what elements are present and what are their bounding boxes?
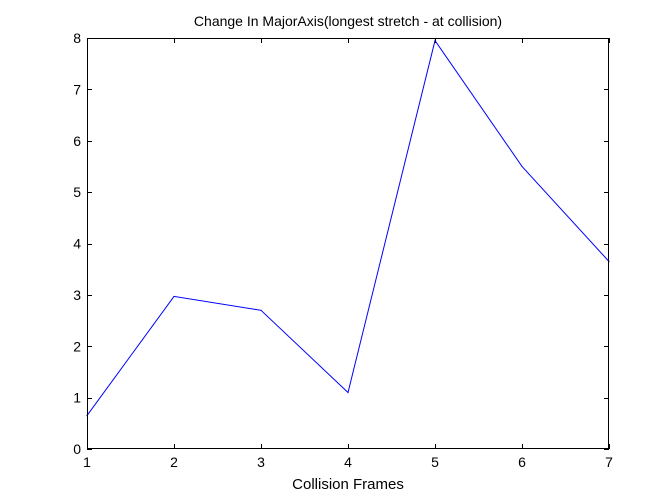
data-point	[347, 391, 349, 394]
y-tick-label: 2	[73, 338, 81, 354]
x-tick-label: 7	[605, 454, 613, 470]
y-tick-label: 8	[73, 30, 81, 46]
data-point	[521, 165, 523, 168]
y-tick-label: 6	[73, 133, 81, 149]
y-tick-label: 0	[73, 441, 81, 457]
x-tick-label: 1	[83, 454, 91, 470]
data-point	[260, 309, 262, 311]
plot-area	[87, 38, 609, 449]
data-point	[173, 295, 175, 298]
x-tick-label: 3	[257, 454, 265, 470]
x-tick-label: 4	[344, 454, 352, 470]
y-tick-label: 4	[73, 236, 81, 252]
chart-title: Change In MajorAxis(longest stretch - at…	[194, 13, 502, 29]
x-tick-label: 5	[431, 454, 439, 470]
y-tick-label: 1	[73, 390, 81, 406]
y-tick-label: 7	[73, 81, 81, 97]
x-tick-label: 2	[170, 454, 178, 470]
y-tick-label: 5	[73, 184, 81, 200]
y-tick-label: 3	[73, 287, 81, 303]
x-axis-label: Collision Frames	[292, 476, 404, 493]
x-tick-label: 6	[518, 454, 526, 470]
